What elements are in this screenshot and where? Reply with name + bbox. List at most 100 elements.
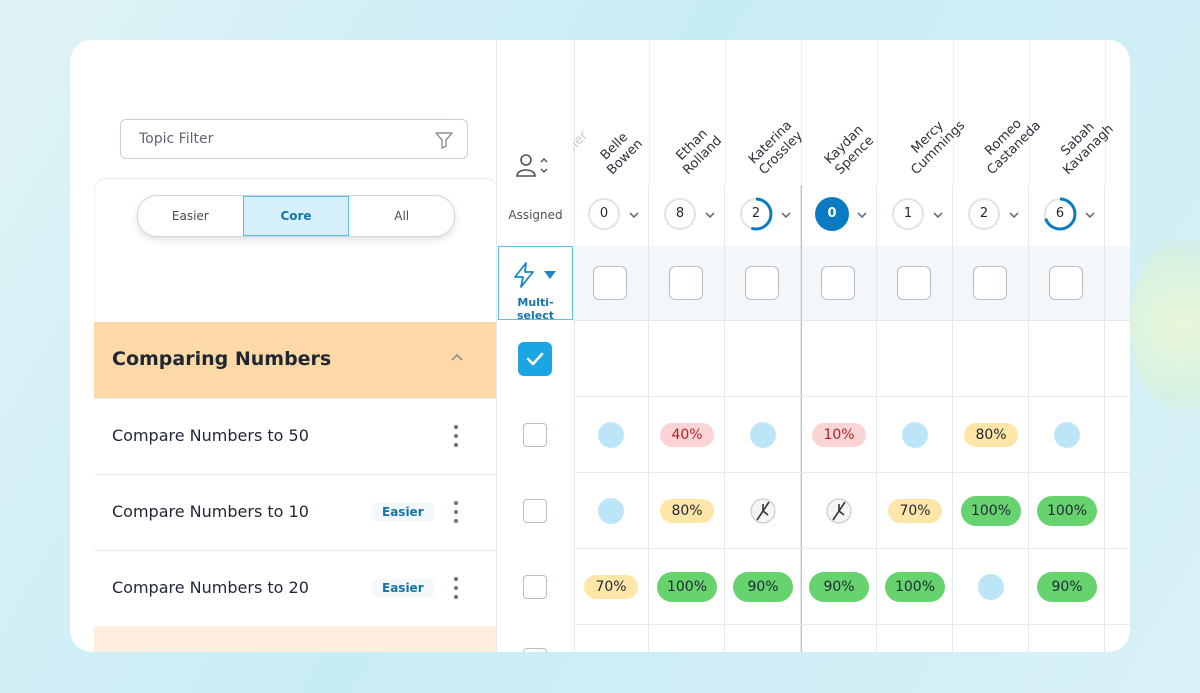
score-pill[interactable]: 70% [584, 575, 638, 599]
multi-select-button[interactable]: Multi-select [498, 246, 573, 322]
assignment-count-ring[interactable] [967, 197, 1001, 231]
student-checkbox[interactable] [821, 266, 855, 300]
tab-easier[interactable]: Easier [171, 209, 209, 223]
not-started-dot[interactable] [598, 498, 624, 524]
assignment-count-ring[interactable] [891, 197, 925, 231]
score-pill[interactable]: 90% [733, 572, 793, 602]
score-pill[interactable]: 100% [961, 496, 1021, 526]
topic-name: Compare Numbers to 50 [112, 426, 309, 445]
more-options-icon[interactable] [452, 425, 460, 447]
row-divider [573, 472, 1130, 473]
not-started-dot[interactable] [1054, 422, 1080, 448]
score-pill[interactable]: 80% [660, 499, 714, 523]
person-sort-icon[interactable] [514, 153, 554, 179]
lightning-icon [514, 262, 534, 288]
tab-core[interactable]: Core [242, 196, 350, 236]
topic-row[interactable]: Compare Numbers to 10 Easier [94, 474, 496, 551]
student-checkbox[interactable] [973, 266, 1007, 300]
assignment-count: 2 [751, 206, 761, 221]
topic-row[interactable]: Compare Numbers to 20 Easier [94, 550, 496, 627]
score-pill[interactable]: 90% [1037, 572, 1097, 602]
topic-group-title: Comparing Numbers [112, 348, 332, 370]
not-started-dot[interactable] [902, 422, 928, 448]
clock-blocked-icon[interactable] [825, 497, 853, 525]
difficulty-toggle[interactable]: Easier Core All [137, 195, 455, 237]
assignment-count-ring[interactable] [1043, 197, 1077, 231]
assignment-count-ring[interactable] [587, 197, 621, 231]
assignment-count: 8 [675, 206, 685, 221]
assignment-count-ring[interactable] [815, 197, 849, 231]
tab-all[interactable]: All [394, 209, 410, 223]
student-checkbox[interactable] [1049, 266, 1083, 300]
row-divider [573, 396, 1130, 397]
topic-checkbox[interactable] [523, 648, 547, 652]
next-topic-group-header[interactable] [94, 626, 496, 652]
student-name[interactable]: Mercy Cummings [898, 108, 968, 178]
student-column [801, 185, 877, 652]
chevron-down-icon[interactable] [1009, 210, 1019, 220]
assignment-count: 6 [1055, 206, 1065, 221]
easier-badge: Easier [372, 503, 434, 521]
student-name[interactable]: Kaydan Spence [822, 123, 877, 178]
student-column [573, 185, 649, 652]
chevron-down-icon[interactable] [781, 210, 791, 220]
student-name-partial: ...her [573, 128, 592, 163]
student-name[interactable]: Ethan Rolland [670, 123, 725, 178]
assignment-count-ring[interactable] [663, 197, 697, 231]
group-checkbox-checked[interactable] [518, 342, 552, 376]
student-checkbox[interactable] [669, 266, 703, 300]
topic-group-header[interactable]: Comparing Numbers [94, 322, 496, 398]
row-divider [573, 548, 1130, 549]
header-divider [1029, 40, 1030, 185]
header-divider [725, 40, 726, 185]
student-name[interactable]: Sabah Kavanagh [1050, 111, 1116, 178]
student-name-header: ...her Belle Bowen Ethan Rolland Katerina Cro… [573, 40, 1130, 185]
topic-name: Compare Numbers to 20 [112, 578, 309, 597]
score-pill[interactable]: 80% [964, 423, 1018, 447]
score-pill[interactable]: 10% [812, 423, 866, 447]
student-grid: ...her Belle Bowen Ethan Rolland Katerina Cro… [573, 40, 1130, 652]
score-pill[interactable]: 100% [657, 572, 717, 602]
not-started-dot[interactable] [750, 422, 776, 448]
not-started-dot[interactable] [598, 422, 624, 448]
student-name[interactable]: Katerina Crossley [746, 118, 806, 178]
score-pill[interactable]: 100% [885, 572, 945, 602]
chevron-up-icon[interactable] [450, 350, 464, 364]
topic-checkbox[interactable] [523, 499, 547, 523]
student-checkbox[interactable] [593, 266, 627, 300]
student-checkbox[interactable] [745, 266, 779, 300]
topic-checkbox[interactable] [523, 423, 547, 447]
header-divider [877, 40, 878, 185]
chevron-down-icon[interactable] [857, 210, 867, 220]
student-column [1029, 185, 1105, 652]
clock-blocked-icon[interactable] [749, 497, 777, 525]
student-column [953, 185, 1029, 652]
multi-select-label: Multi-select [516, 296, 555, 322]
student-checkbox[interactable] [897, 266, 931, 300]
chevron-down-icon[interactable] [1085, 210, 1095, 220]
header-divider [953, 40, 954, 185]
caret-down-icon [544, 271, 556, 279]
more-options-icon[interactable] [452, 577, 460, 599]
header-divider [1105, 40, 1106, 185]
assignment-count-ring[interactable] [739, 197, 773, 231]
chevron-down-icon[interactable] [629, 210, 639, 220]
topic-filter-input[interactable] [137, 130, 421, 148]
easier-badge: Easier [372, 579, 434, 597]
score-pill[interactable]: 40% [660, 423, 714, 447]
score-pill[interactable]: 70% [888, 499, 942, 523]
student-name[interactable]: Belle Bowen [594, 126, 646, 178]
more-options-icon[interactable] [452, 501, 460, 523]
topic-checkbox[interactable] [523, 575, 547, 599]
student-name[interactable]: Romeo Castaneda [974, 108, 1044, 178]
topic-row[interactable]: Compare Numbers to 50 [94, 398, 496, 475]
chevron-down-icon[interactable] [705, 210, 715, 220]
chevron-down-icon[interactable] [933, 210, 943, 220]
student-column [649, 185, 725, 652]
score-pill[interactable]: 90% [809, 572, 869, 602]
topic-filter[interactable] [120, 119, 468, 159]
assignment-count: 2 [979, 206, 989, 221]
not-started-dot[interactable] [978, 574, 1004, 600]
score-pill[interactable]: 100% [1037, 496, 1097, 526]
funnel-icon[interactable] [434, 130, 454, 150]
